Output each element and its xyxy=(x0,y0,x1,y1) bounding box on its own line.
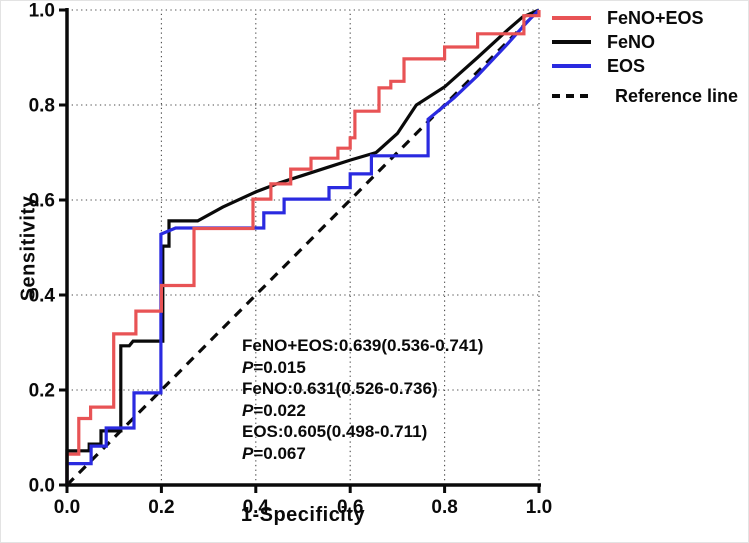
legend-item-feno: FeNO xyxy=(552,30,738,54)
auc-annotation: FeNO+EOS:0.639(0.536-0.741) P=0.015 FeNO:0… xyxy=(242,335,483,465)
auc-annotation-line: FeNO:0.631(0.526-0.736) xyxy=(242,379,438,399)
legend-label: FeNO+EOS xyxy=(607,7,704,28)
legend-item-reference-line: Reference line xyxy=(552,84,738,108)
y-tick-label: 0.4 xyxy=(29,286,56,307)
auc-annotation-line: FeNO+EOS:0.639(0.536-0.741) xyxy=(242,336,484,355)
curve-feno xyxy=(65,8,540,485)
x-tick-label: 0.6 xyxy=(337,497,363,518)
legend-line-swatch xyxy=(552,40,591,44)
curve-feno-eos xyxy=(65,10,541,485)
x-tick-label: 1.0 xyxy=(526,497,552,518)
legend-dashed-line-swatch xyxy=(552,94,591,98)
y-tick-label: 0.8 xyxy=(29,96,55,117)
auc-annotation-line: P=0.022 xyxy=(242,400,306,420)
legend-line-swatch xyxy=(552,64,591,68)
y-tick-label: 0.6 xyxy=(29,191,55,212)
x-tick-label: 0.2 xyxy=(148,497,174,518)
y-tick-label: 0.0 xyxy=(29,476,55,497)
legend-label: FeNO xyxy=(607,31,656,52)
auc-annotation-line: EOS:0.605(0.498-0.711) xyxy=(242,422,428,442)
y-axis-title: Sensitivity xyxy=(17,195,40,302)
curve-eos xyxy=(65,8,541,485)
y-tick-label: 0.2 xyxy=(29,381,55,402)
x-tick-label: 0.0 xyxy=(54,497,80,518)
x-tick-label: 0.4 xyxy=(243,497,270,518)
auc-annotation-line: P=0.067 xyxy=(242,443,306,463)
auc-annotation-line: P=0.015 xyxy=(242,357,306,377)
legend: FeNO+EOS FeNO EOS Reference line xyxy=(552,6,738,108)
legend-label: Reference line xyxy=(615,85,739,106)
legend-item-feno-eos: FeNO+EOS xyxy=(552,6,738,30)
legend-label: EOS xyxy=(607,55,646,76)
y-tick-label: 1.0 xyxy=(29,1,55,22)
legend-line-swatch xyxy=(552,16,591,20)
x-axis-title: 1-Specificity xyxy=(240,504,366,526)
x-tick-label: 0.8 xyxy=(431,497,457,518)
legend-item-eos: EOS xyxy=(552,54,738,78)
